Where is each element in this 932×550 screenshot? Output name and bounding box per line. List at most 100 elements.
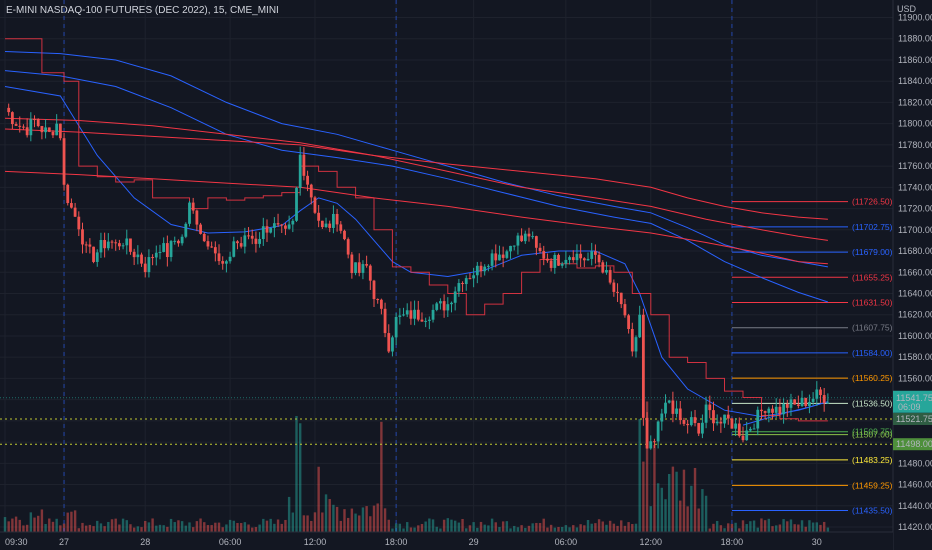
volume-bar	[553, 527, 557, 532]
volume-bar	[476, 527, 479, 532]
volume-bar	[206, 525, 210, 532]
volume-bar	[228, 519, 232, 532]
volume-bar	[177, 520, 180, 532]
price-tick-label: 11640.00	[898, 288, 932, 298]
level-label: (11507.00)	[852, 430, 893, 440]
candle-body	[250, 235, 254, 239]
volume-bar	[549, 524, 553, 532]
candle-body	[490, 253, 494, 266]
price-tick-label: 11700.00	[898, 225, 932, 235]
candle-body	[715, 421, 719, 424]
time-axis-bg	[0, 532, 893, 550]
price-tick-label: 11560.00	[898, 373, 932, 383]
volume-bar	[616, 525, 619, 532]
volume-bar	[40, 509, 44, 532]
candle-body	[475, 265, 479, 276]
candle-body	[730, 418, 734, 429]
volume-bar	[417, 525, 420, 532]
candle-body	[365, 264, 369, 266]
candle-body	[682, 420, 686, 424]
volume-bar	[793, 524, 796, 532]
countdown-label: 06:09	[898, 402, 921, 412]
level-label: (11459.25)	[852, 480, 893, 490]
volume-bar	[273, 523, 276, 532]
candle-body	[634, 337, 638, 352]
candle-body	[162, 243, 166, 252]
candle-body	[284, 225, 287, 229]
candle-body	[184, 223, 188, 237]
volume-bar	[546, 527, 549, 532]
price-axis: USD11420.0011440.0011460.0011480.0011500…	[892, 0, 932, 550]
candle-body	[546, 258, 549, 261]
volume-bar	[487, 525, 490, 532]
candle-body	[44, 127, 47, 133]
candle-body	[405, 310, 409, 315]
candle-body	[243, 235, 247, 247]
candle-body	[712, 410, 715, 424]
volume-bar	[771, 526, 774, 532]
candle-body	[409, 310, 413, 319]
volume-bar	[144, 520, 147, 532]
candle-body	[804, 397, 808, 406]
candle-body	[236, 241, 239, 244]
volume-bar	[572, 525, 575, 532]
candle-body	[509, 245, 512, 252]
volume-bar	[70, 511, 73, 532]
candle-body	[298, 154, 302, 188]
volume-bar	[808, 520, 811, 532]
moving-averages	[4, 51, 829, 426]
volume-bar	[800, 520, 804, 532]
candle-body	[287, 224, 291, 229]
candle-body	[225, 261, 228, 264]
candle-body	[92, 246, 95, 262]
price-tick-label: 11720.00	[898, 204, 932, 214]
candle-body	[272, 223, 276, 228]
candle-body	[748, 428, 752, 431]
volume-bar	[11, 518, 14, 532]
candle-body	[269, 227, 273, 233]
candle-body	[140, 254, 143, 264]
volume-bar	[446, 518, 449, 532]
candle-body	[261, 226, 265, 240]
candle-body	[793, 399, 797, 405]
level-label: (11483.25)	[852, 455, 893, 465]
volume-bar	[210, 525, 213, 532]
volume-bar	[324, 494, 328, 532]
volume-bar	[394, 523, 398, 532]
candle-body	[117, 243, 121, 247]
volume-bar	[782, 519, 785, 532]
volume-bar	[461, 518, 464, 532]
candle-body	[402, 314, 405, 316]
level-label: (11702.75)	[852, 222, 893, 232]
volume-bar	[756, 527, 759, 532]
volume-bar	[623, 525, 627, 532]
volume-bar	[424, 521, 427, 532]
volume-bar	[778, 524, 782, 532]
candle-body	[512, 245, 516, 247]
volume-bar	[380, 421, 383, 532]
time-tick-label: 27	[59, 537, 69, 547]
price-axis-bg	[893, 0, 932, 550]
candle-body	[77, 216, 81, 230]
candle-body	[232, 241, 236, 257]
candle-body	[653, 441, 656, 443]
candle-body	[771, 408, 774, 413]
candle-body	[667, 400, 671, 403]
candle-body	[379, 299, 383, 309]
candle-body	[472, 275, 476, 279]
candle-body	[819, 389, 822, 396]
candle-body	[612, 282, 616, 292]
volume-bar	[121, 518, 125, 532]
price-tick-label: 11580.00	[898, 352, 932, 362]
candle-body	[527, 233, 531, 237]
time-tick-label: 06:00	[219, 537, 242, 547]
volume-bar	[103, 526, 106, 532]
volume-bar	[84, 525, 88, 532]
dotted-level-badge	[893, 412, 932, 425]
volume-bar	[96, 520, 99, 532]
candle-body	[575, 253, 579, 261]
price-tick-label: 11620.00	[898, 310, 932, 320]
dotted-level-label: 11498.00	[896, 439, 932, 449]
